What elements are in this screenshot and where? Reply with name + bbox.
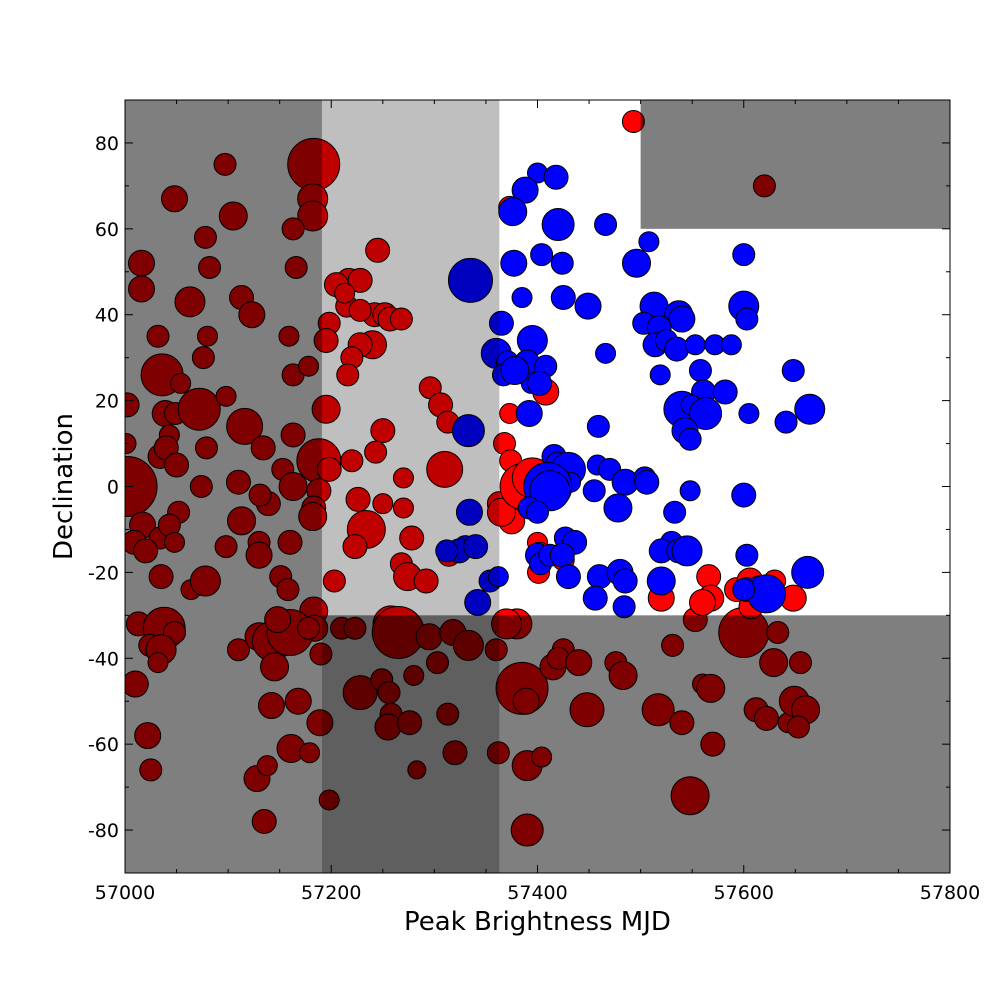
y-tick-label: -60 [88, 734, 119, 756]
blue-data-point [500, 356, 530, 386]
blue-data-point [555, 564, 581, 590]
blue-data-point [649, 364, 671, 386]
red-data-point [372, 493, 394, 515]
blue-data-point [603, 493, 633, 523]
blue-data-point [527, 370, 553, 396]
red-data-point [392, 497, 414, 519]
blue-data-point [679, 480, 701, 502]
blue-data-point [455, 498, 483, 526]
blue-data-point [463, 534, 489, 560]
blue-data-point [684, 334, 706, 356]
blue-data-point [582, 585, 608, 611]
blue-data-point [550, 285, 576, 311]
x-tick-label: 57800 [920, 882, 980, 904]
red-data-point [370, 418, 396, 444]
blue-data-point [586, 414, 610, 438]
blue-data-point [549, 542, 575, 568]
blue-data-point [541, 208, 575, 242]
blue-data-point [791, 555, 825, 589]
blue-data-point [712, 379, 738, 405]
blue-data-point [638, 231, 660, 253]
blue-data-point [594, 213, 618, 237]
x-tick-label: 57000 [95, 882, 155, 904]
blue-data-point [498, 197, 528, 227]
red-data-point [413, 568, 439, 594]
blue-data-point [664, 336, 690, 362]
blue-data-point [663, 500, 687, 524]
blue-data-point [738, 402, 760, 424]
blue-data-point [529, 470, 571, 512]
blue-data-point [622, 248, 651, 278]
blue-data-point [735, 307, 759, 331]
y-tick-label: 60 [95, 219, 119, 241]
blue-data-point [582, 479, 606, 503]
y-tick-label: -20 [88, 562, 119, 584]
blue-data-point [574, 292, 602, 320]
red-data-point [340, 449, 364, 473]
blue-data-point [671, 535, 703, 567]
red-data-point [364, 440, 388, 464]
red-data-point [336, 363, 360, 387]
blue-data-point [731, 482, 757, 508]
dark-shade-top-3 [321, 615, 950, 873]
blue-data-point [488, 310, 514, 336]
red-data-point [342, 534, 368, 560]
blue-data-point [530, 243, 554, 267]
axis-ticks: 57000 57200 57400 57600 57800 -80 -60 -40 -20 0 20… [88, 99, 980, 904]
blue-data-point [451, 414, 485, 448]
red-data-point [426, 450, 464, 488]
blue-data-point [732, 243, 756, 267]
blue-data-point [689, 396, 723, 430]
blue-data-point [500, 249, 528, 277]
red-data-point [322, 569, 346, 593]
blue-data-point [720, 334, 742, 356]
blue-data-point [732, 578, 756, 602]
x-tick-label: 57600 [714, 882, 774, 904]
blue-data-point [511, 287, 533, 309]
y-tick-label: 40 [95, 305, 119, 327]
blue-data-point [515, 399, 543, 427]
blue-data-point [511, 176, 539, 204]
y-tick-label: 0 [107, 477, 119, 499]
blue-data-point [735, 543, 759, 567]
x-axis-label: Peak Brightness MJD [404, 907, 671, 937]
blue-data-point [646, 566, 676, 596]
y-tick-label: 20 [95, 391, 119, 413]
y-tick-label: 80 [95, 133, 119, 155]
red-data-point [334, 282, 356, 304]
blue-data-point [678, 427, 702, 451]
blue-data-point [688, 359, 712, 383]
x-tick-label: 57200 [301, 882, 361, 904]
blue-data-point [435, 539, 459, 563]
blue-data-point [774, 410, 798, 434]
red-data-point [399, 525, 425, 551]
red-data-point [389, 307, 413, 331]
red-data-point [365, 237, 391, 263]
red-data-point [392, 467, 414, 489]
blue-data-point [447, 257, 493, 303]
y-tick-label: -40 [88, 648, 119, 670]
blue-data-point [781, 359, 805, 383]
red-data-point [348, 298, 372, 322]
blue-data-point [794, 393, 826, 425]
dark-shade-top-1 [125, 100, 322, 873]
blue-data-point [543, 164, 569, 190]
red-data-point [689, 588, 716, 616]
blue-data-point [595, 342, 617, 364]
blue-data-point [634, 469, 660, 495]
red-data-point [486, 497, 516, 527]
blue-data-point [668, 305, 696, 333]
blue-data-point [526, 500, 549, 524]
blue-data-point [612, 595, 636, 619]
blue-data-point [550, 251, 574, 275]
y-axis-label: Declination [49, 413, 79, 560]
x-tick-label: 57400 [507, 882, 567, 904]
blue-data-point [487, 566, 509, 588]
dark-shade-top-4 [640, 100, 950, 229]
y-tick-label: -80 [88, 820, 119, 842]
red-data-point [345, 486, 371, 512]
shade-overlay [125, 100, 950, 873]
blue-data-point [612, 568, 638, 594]
